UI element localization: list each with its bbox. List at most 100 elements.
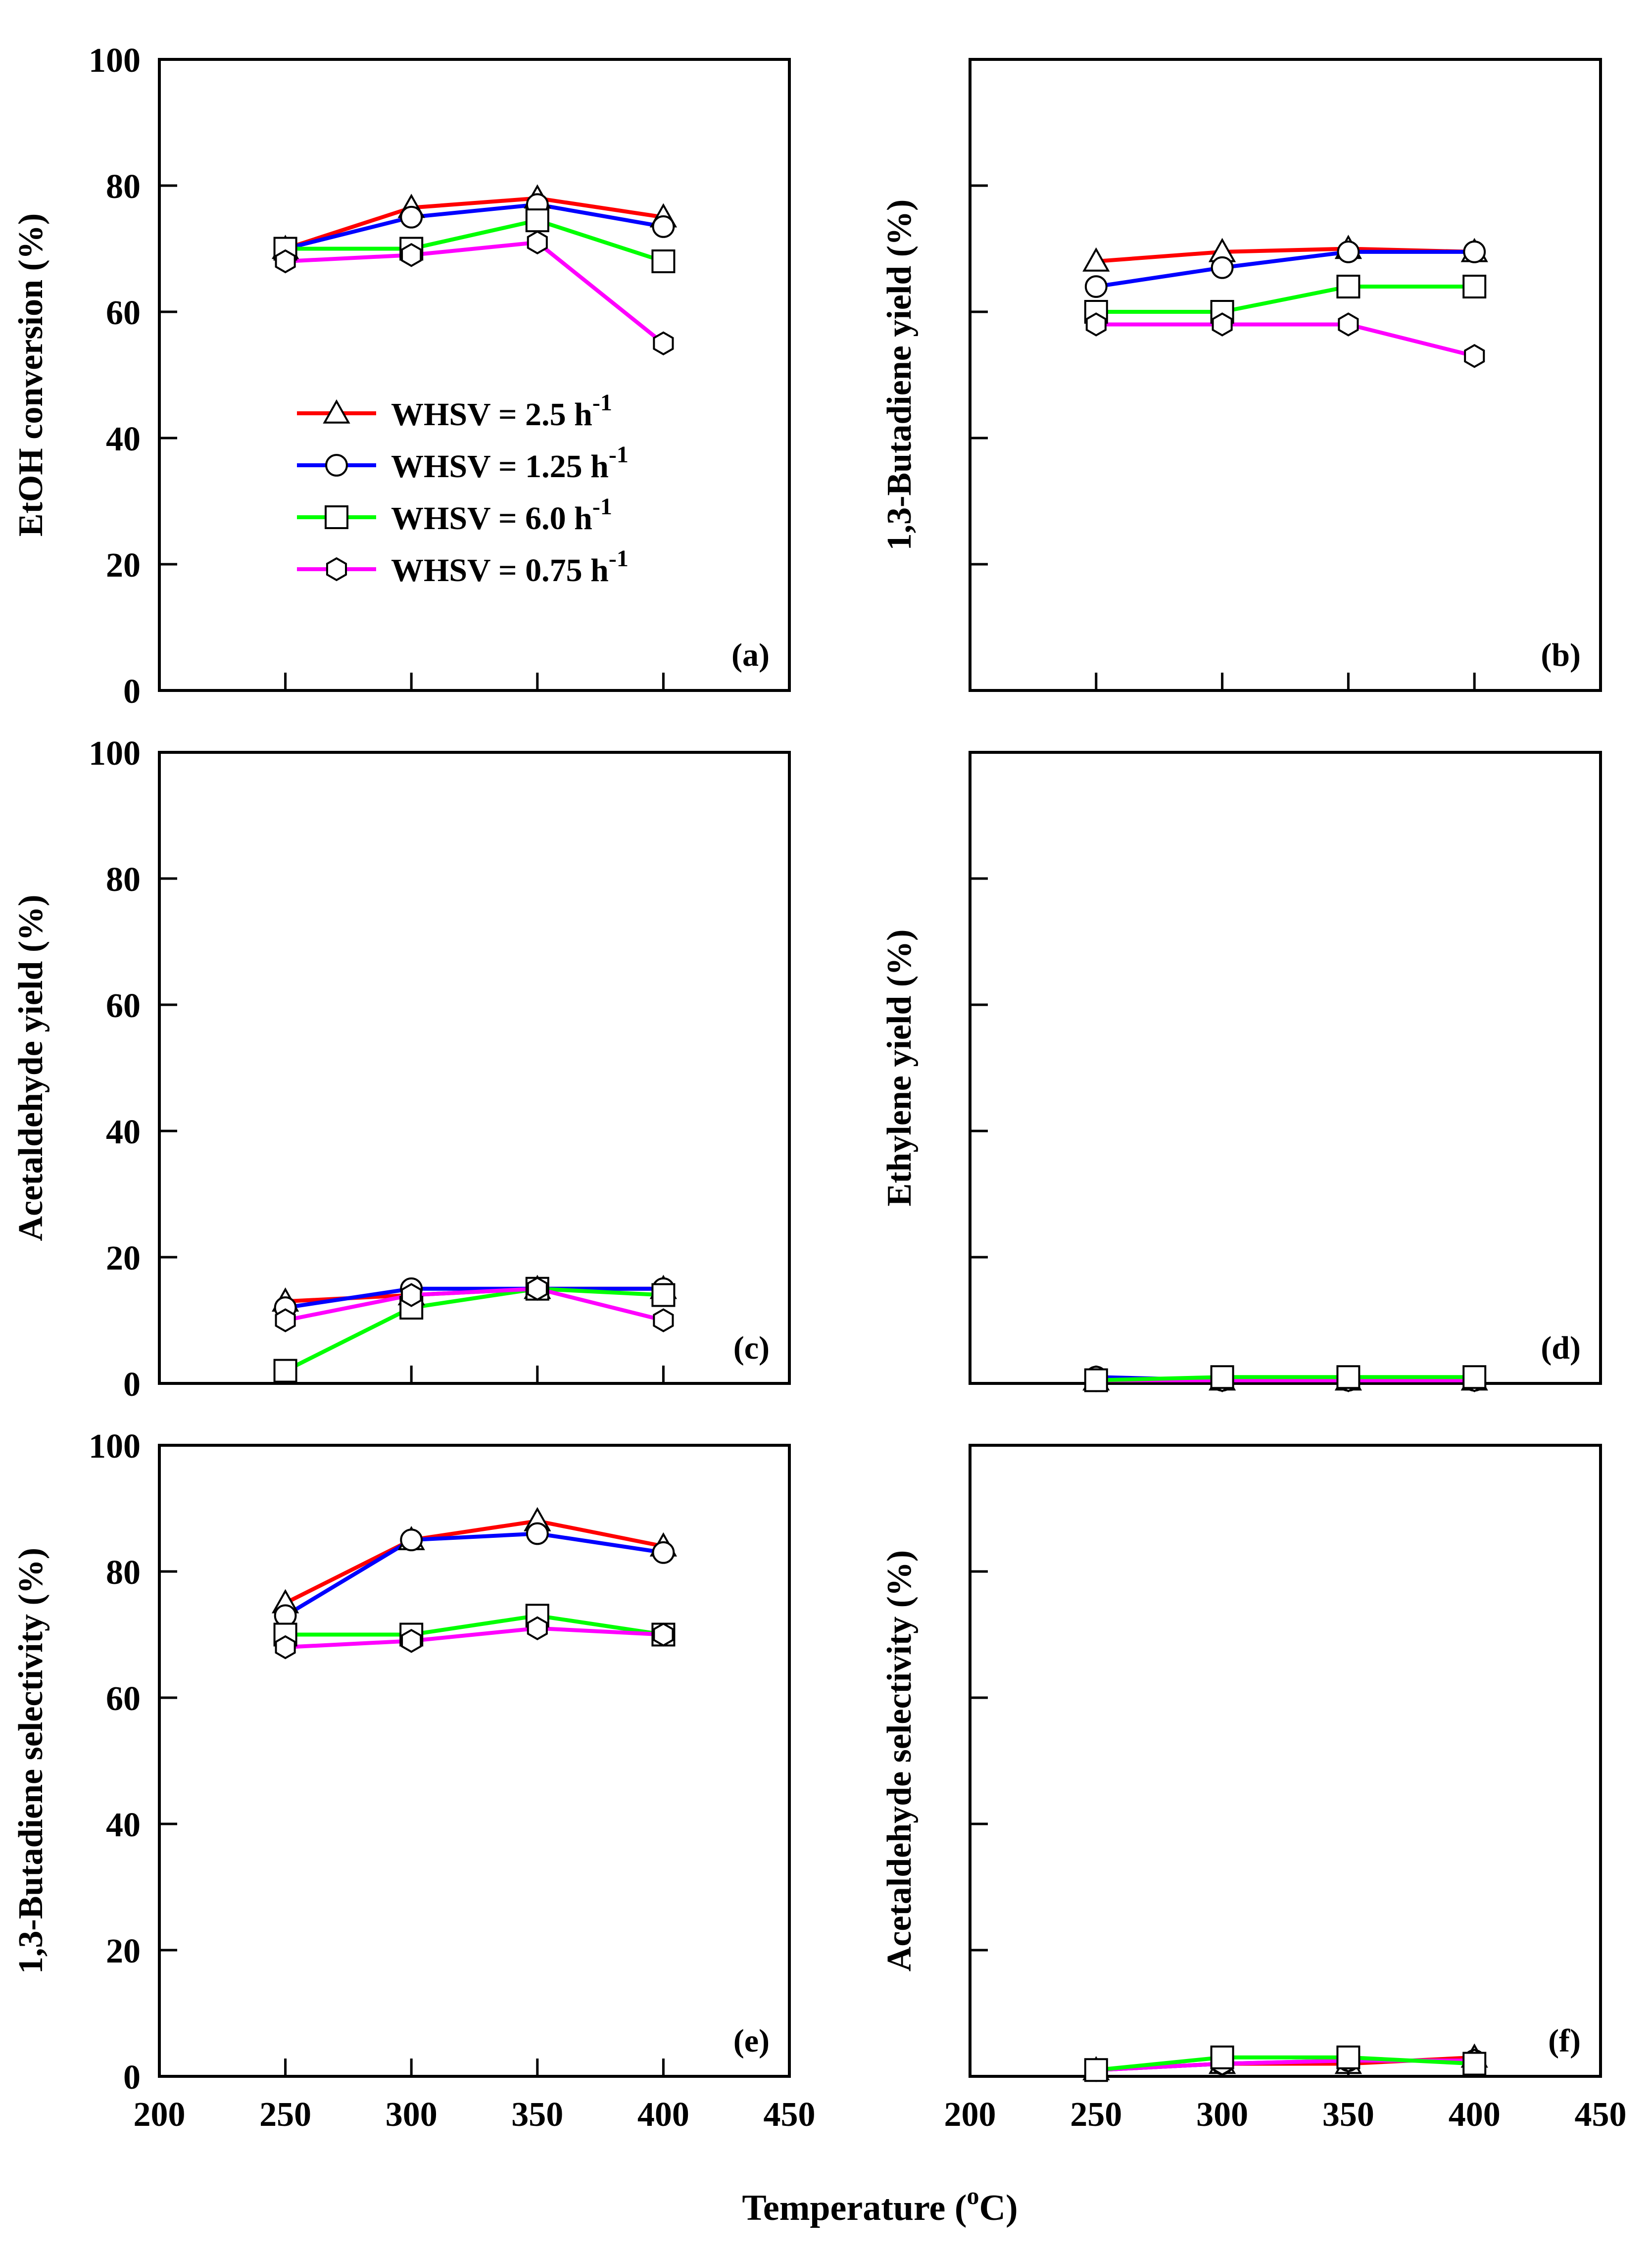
data-point-whsv-1-25-h-1 [526,1522,549,1545]
data-point-whsv-6-0-h-1 [1336,275,1360,298]
data-point-whsv-1-25-h-1 [400,1528,423,1552]
x-tick-label: 250 [259,2096,311,2134]
panel-d: Ethylene yield (%) (d) [880,751,1602,1392]
y-axis-label: 1,3-Butadiene yield (%) [880,199,919,551]
data-point-whsv-0-75-h-1 [527,1276,548,1301]
data-point-whsv-1-25-h-1 [652,1541,675,1564]
y-tick-label: 0 [123,1366,141,1404]
data-point-whsv-1-25-h-1 [1211,256,1234,279]
plot-frame-f [969,1444,1602,2078]
legend-entry-superscript: -1 [609,545,629,572]
y-tick-label: 20 [106,1239,141,1277]
series-line-whsv-1-25-h-1 [284,1531,664,1618]
data-point-whsv-1-25-h-1 [400,205,423,229]
plot-frame-e [158,1444,791,2078]
panel-label: (a) [731,637,770,673]
plot-frame-c [158,751,791,1385]
data-point-whsv-6-0-h-1 [1210,1365,1234,1389]
data-point-whsv-6-0-h-1 [1084,1368,1108,1392]
y-tick-label: 40 [106,1113,141,1151]
y-axis-label: Ethylene yield (%) [880,930,919,1207]
series-line-whsv-1-25-h-1 [1096,249,1475,289]
data-point-whsv-1-25-h-1 [1337,240,1360,263]
legend-entry-label: WHSV = 0.75 h-1 [391,545,629,589]
data-point-whsv-6-0-h-1 [651,249,676,273]
data-point-whsv-0-75-h-1 [401,243,422,267]
legend-marker-whsv-2-5-h-1 [323,399,350,424]
data-point-whsv-0-75-h-1 [1464,343,1485,368]
data-point-whsv-0-75-h-1 [275,249,296,274]
y-tick-label: 100 [89,1427,141,1466]
panel-a: 0 20 40 60 80 100 EtOH conversion (%) (a) WHSV =… [12,42,791,711]
data-point-whsv-0-75-h-1 [653,1622,674,1647]
plot-frame-b [969,58,1602,692]
legend-entry-label: WHSV = 2.5 h-1 [391,390,612,433]
series-line-whsv-2-5-h-1 [285,196,664,251]
x-axis-title-main: Temperature ( [742,2188,967,2228]
data-point-whsv-6-0-h-1 [1084,2058,1108,2082]
panel-label: (f) [1548,2023,1581,2059]
legend-entry-text: WHSV = 6.0 h [391,500,592,537]
legend-marker-whsv-0-75-h-1 [326,557,347,582]
x-tick-label: 350 [1322,2096,1374,2134]
legend-entry-text: WHSV = 1.25 h [391,448,609,485]
y-tick-label: 0 [123,2059,141,2097]
x-tick-label: 300 [386,2096,437,2134]
y-tick-label: 100 [89,735,141,773]
x-tick-label: 400 [1449,2096,1501,2134]
y-axis-label: 1,3-Butadiene selectivity (%) [12,1548,50,1974]
series-line-whsv-6-0-h-1 [284,1286,664,1373]
data-point-whsv-0-75-h-1 [527,230,548,255]
data-point-whsv-1-25-h-1 [652,215,675,238]
series-line-whsv-2-5-h-1 [284,1519,664,1605]
legend-entry-label: WHSV = 6.0 h-1 [391,493,612,537]
data-point-whsv-0-75-h-1 [653,1308,674,1332]
x-tick-label: 200 [134,2096,186,2134]
data-point-whsv-0-75-h-1 [1338,312,1359,337]
data-point-whsv-6-0-h-1 [1462,1365,1487,1389]
series-line-whsv-1-25-h-1 [285,202,664,251]
series-line-whsv-0-75-h-1 [1096,322,1475,358]
x-tick-label: 250 [1070,2096,1122,2134]
series-line-whsv-6-0-h-1 [1096,2055,1475,2072]
legend-entry-superscript: -1 [592,493,612,520]
y-tick-label: 60 [106,1680,141,1718]
plot-frame-d [969,751,1602,1385]
plot-frame-a [158,58,791,692]
x-tick-label: 300 [1196,2096,1248,2134]
y-axis-label: Acetaldehyde yield (%) [12,895,50,1241]
panel-b: 1,3-Butadiene yield (%) (b) [880,58,1602,692]
y-axis-label: EtOH conversion (%) [12,213,50,537]
x-tick-label: 400 [637,2096,689,2134]
data-point-whsv-6-0-h-1 [1336,2045,1360,2069]
series-line-whsv-1-25-h-1 [285,1286,664,1310]
panel-label: (d) [1541,1330,1581,1366]
y-tick-label: 80 [106,1554,141,1592]
data-point-whsv-0-75-h-1 [1212,312,1233,337]
data-point-whsv-6-0-h-1 [525,208,549,233]
x-tick-label: 450 [1575,2096,1627,2134]
panel-e: 0 20 40 60 80 100 200 250 300 350 400 450 1,3-Butadi… [12,1427,816,2134]
data-point-whsv-6-0-h-1 [273,1359,297,1383]
series-line-whsv-6-0-h-1 [1096,1375,1475,1382]
data-point-whsv-2-5-h-1 [1082,247,1110,272]
x-axis-title: Temperature (oC) [742,2182,1018,2228]
x-axis-title-tail: C) [979,2188,1018,2228]
data-point-whsv-0-75-h-1 [275,1635,296,1660]
data-point-whsv-6-0-h-1 [1210,2045,1234,2069]
data-point-whsv-0-75-h-1 [401,1283,422,1307]
x-tick-label: 350 [511,2096,563,2134]
series-line-whsv-6-0-h-1 [1096,285,1475,314]
panel-label: (b) [1541,637,1581,673]
data-point-whsv-6-0-h-1 [1462,275,1487,298]
x-tick-label: 200 [944,2096,996,2134]
y-tick-label: 100 [89,42,141,80]
series-line-whsv-0-75-h-1 [285,240,665,345]
data-point-whsv-6-0-h-1 [651,1283,676,1307]
y-tick-label: 20 [106,1932,141,1970]
panel-label: (e) [733,2023,770,2059]
x-axis-title-superscript: o [967,2182,979,2209]
data-point-whsv-0-75-h-1 [653,331,674,356]
